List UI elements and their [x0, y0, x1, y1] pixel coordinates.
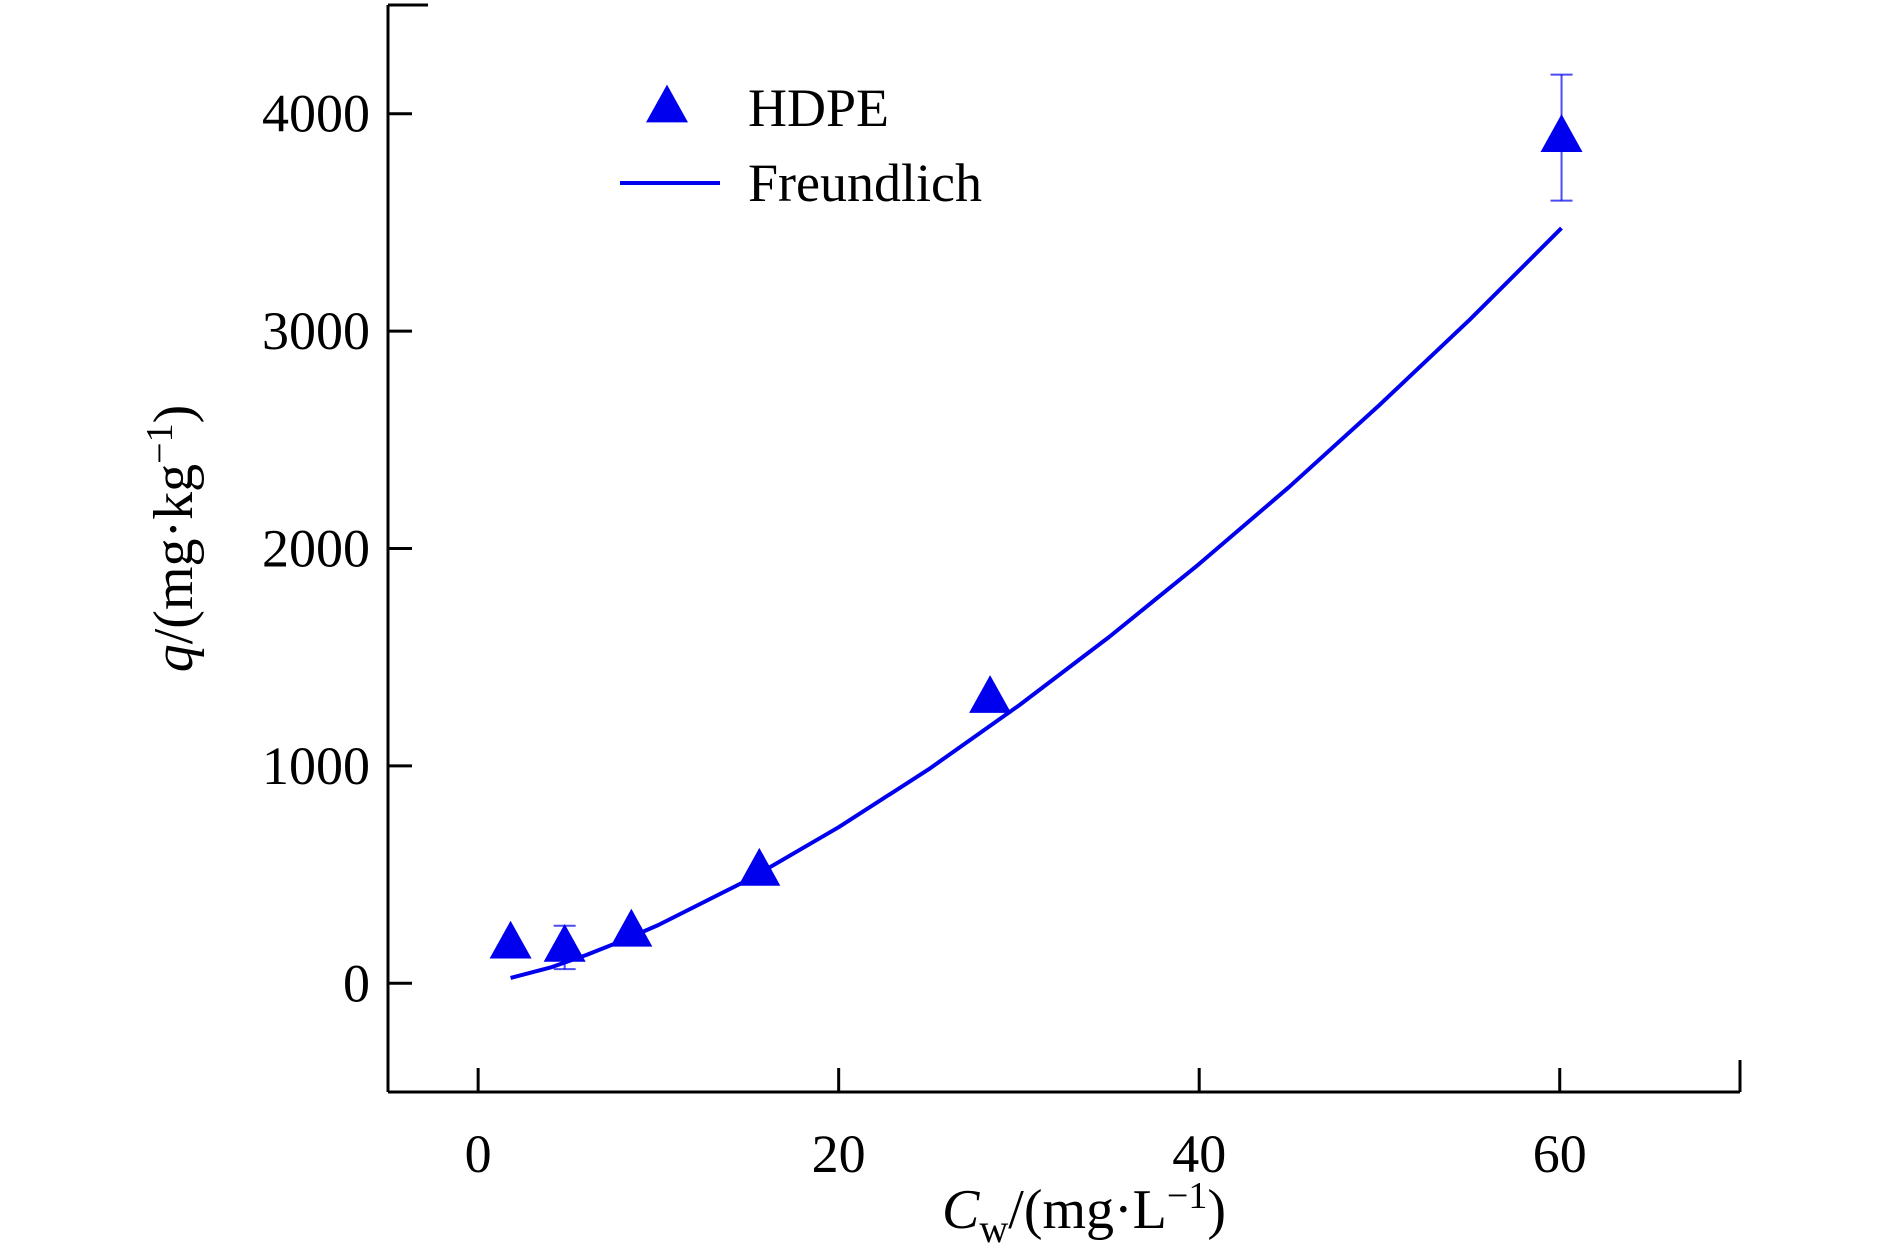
x-axis-label-unit: /(mg·L — [1008, 1179, 1167, 1241]
tick-marks — [388, 112, 1562, 1092]
x-tick-label-20: 20 — [812, 1124, 866, 1184]
y-axis-label-close: ) — [143, 405, 205, 424]
y-tick-label-4000: 4000 — [262, 84, 370, 144]
series-freundlich — [510, 226, 1563, 980]
legend: HDPE Freundlich — [620, 78, 982, 213]
y-axis-label-main: q — [143, 644, 205, 672]
data-point-1 — [543, 923, 586, 962]
data-point-5 — [1540, 114, 1583, 152]
x-axis-label: Cw/(mg·L−1) — [942, 1175, 1226, 1246]
y-tick-label-1000: 1000 — [262, 736, 370, 796]
freundlich-fit-line — [510, 226, 1563, 980]
x-axis-label-sup: −1 — [1167, 1175, 1207, 1217]
data-point-4 — [969, 675, 1012, 713]
legend-marker-hdpe — [646, 84, 688, 123]
legend-label-hdpe: HDPE — [748, 78, 889, 138]
x-axis-label-close: ) — [1207, 1179, 1226, 1241]
y-tick-label-0: 0 — [343, 953, 370, 1013]
series-hdpe — [489, 73, 1583, 971]
x-tick-label-60: 60 — [1533, 1124, 1587, 1184]
x-axis-label-main: C — [942, 1179, 980, 1241]
y-tick-label-3000: 3000 — [262, 301, 370, 361]
axes — [386, 3, 1742, 1094]
data-point-0 — [489, 920, 532, 959]
x-tick-label-40: 40 — [1172, 1124, 1226, 1184]
y-axis-label-unit: /(mg·kg — [143, 464, 205, 644]
y-axis-label: q/(mg·kg−1) — [139, 405, 205, 673]
tick-labels: 0 20 40 60 0 1000 2000 3000 4000 — [262, 84, 1587, 1184]
y-tick-label-2000: 2000 — [262, 519, 370, 579]
legend-label-freundlich: Freundlich — [748, 153, 982, 213]
data-point-3 — [738, 847, 781, 886]
y-axis-label-sup: −1 — [139, 423, 181, 463]
x-axis-label-sub: w — [979, 1206, 1008, 1246]
x-tick-label-0: 0 — [465, 1124, 492, 1184]
data-point-2 — [610, 908, 653, 947]
